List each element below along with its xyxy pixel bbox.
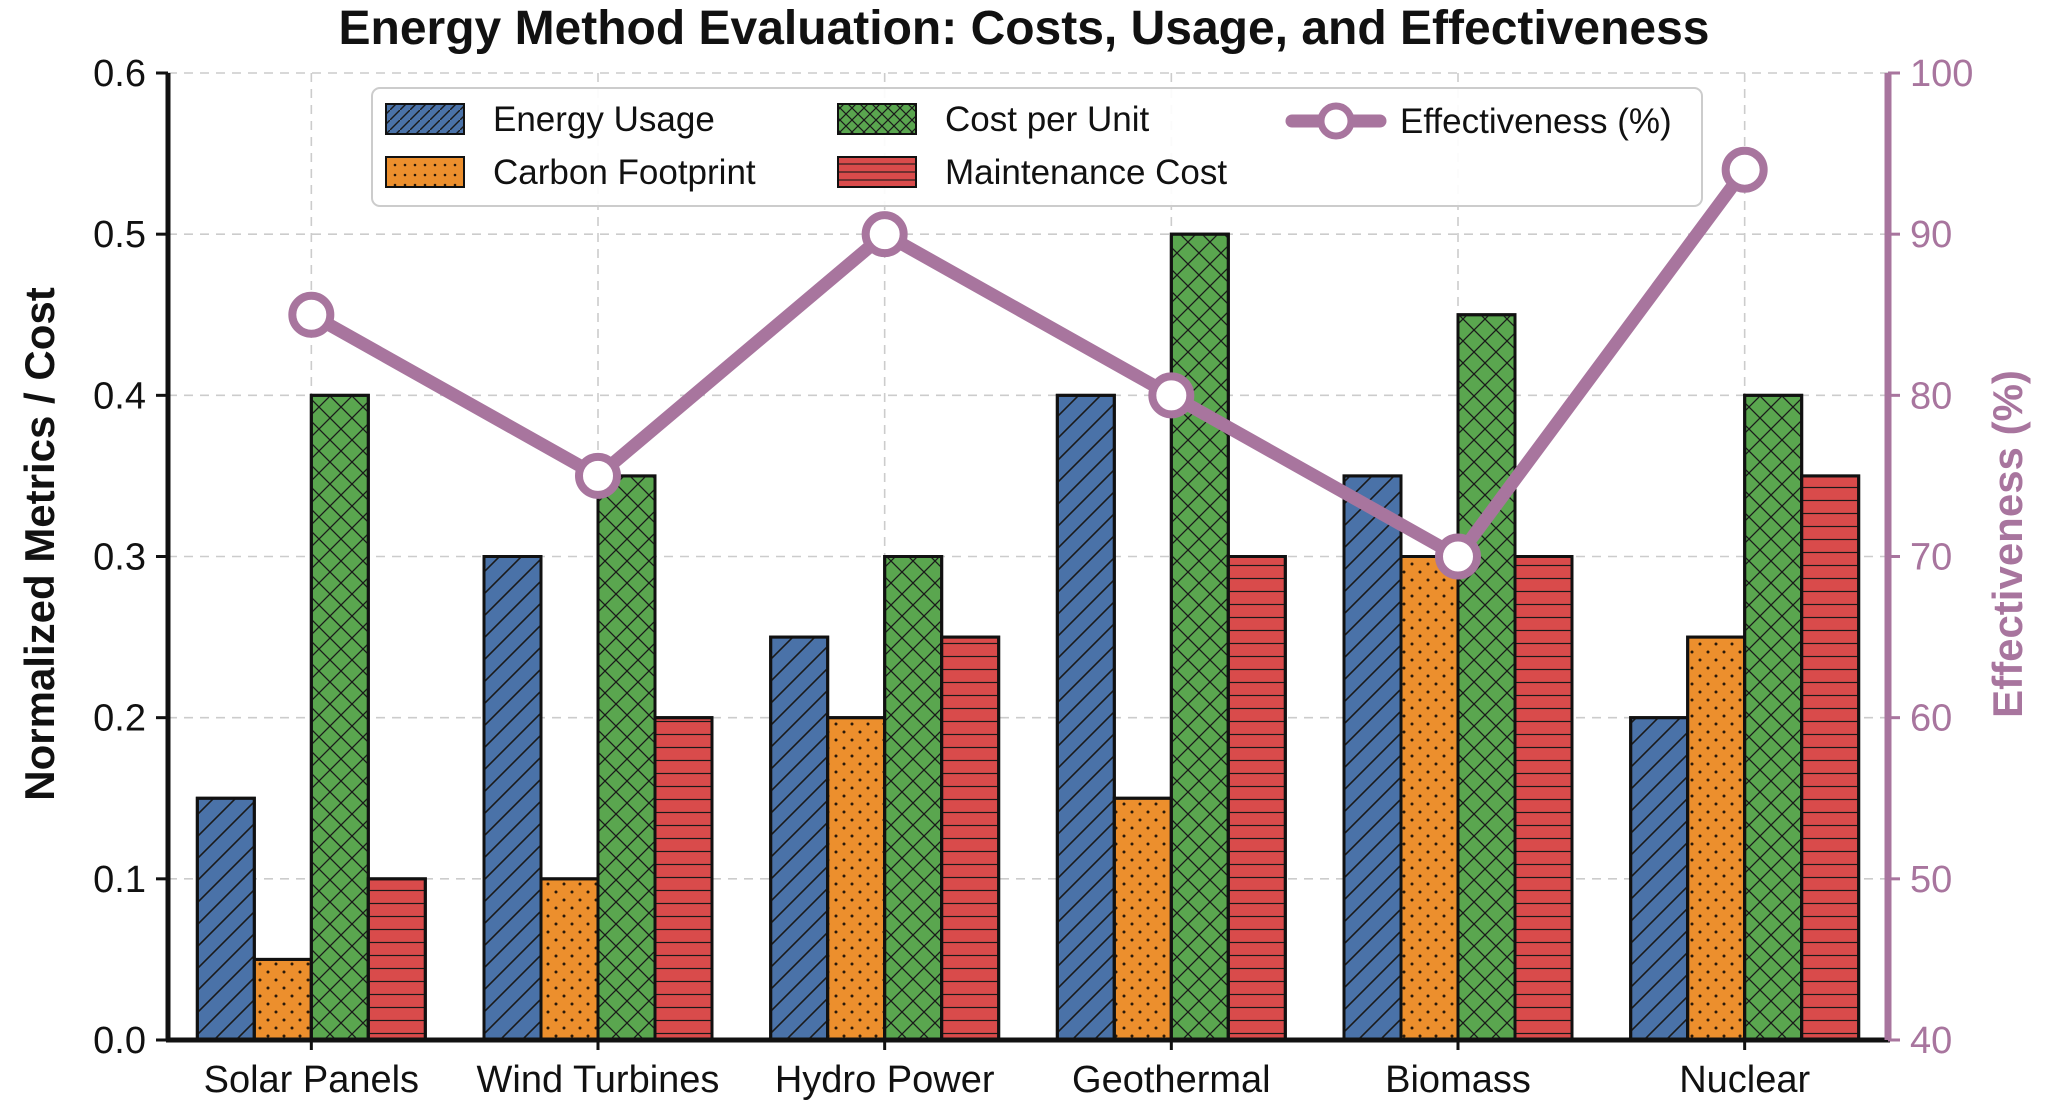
y2-axis-label: Effectiveness (%) xyxy=(1984,370,2031,718)
x-tick-label: Biomass xyxy=(1385,1059,1531,1101)
bar-pattern-carbon-footprint-2 xyxy=(826,716,887,1042)
y2-tick-label: 100 xyxy=(1910,53,1973,95)
legend: Energy Usage Cost per Unit Carbon Footprin… xyxy=(371,87,1703,207)
legend-label-cost-per-unit: Cost per Unit xyxy=(945,100,1150,139)
y-tick-label: 0.6 xyxy=(93,53,146,95)
bar-pattern-cost-per-unit-5 xyxy=(1743,393,1804,1042)
x-tick-label: Hydro Power xyxy=(775,1059,995,1101)
axes-layer: 0.0 0.1 0.2 0.3 0.4 0.5 0.6 40 50 60 70 80 90 100 Sola… xyxy=(93,53,1973,1101)
legend-label-effectiveness: Effectiveness (%) xyxy=(1400,102,1672,141)
y-tick-label: 0.4 xyxy=(93,375,146,417)
bar-pattern-maintenance-cost-1 xyxy=(653,716,714,1042)
bar-pattern-maintenance-cost-0 xyxy=(366,877,427,1042)
x-tick-label: Geothermal xyxy=(1072,1059,1271,1101)
effectiveness-point-1 xyxy=(575,452,621,499)
bar-pattern-carbon-footprint-4 xyxy=(1399,555,1460,1042)
bar-pattern-carbon-footprint-1 xyxy=(539,877,600,1042)
y2-tick-label: 70 xyxy=(1910,537,1952,579)
y-tick-label: 0.1 xyxy=(93,859,146,901)
x-tick-label: Solar Panels xyxy=(204,1059,419,1101)
bar-pattern-energy-usage-4 xyxy=(1342,474,1403,1042)
bar-pattern-maintenance-cost-4 xyxy=(1513,555,1574,1042)
legend-label-carbon-footprint: Carbon Footprint xyxy=(493,153,756,192)
y-tick-label: 0.5 xyxy=(93,214,146,256)
x-tick-label: Nuclear xyxy=(1679,1059,1810,1101)
legend-swatch-pattern-energy-usage xyxy=(385,103,465,135)
bar-pattern-cost-per-unit-0 xyxy=(309,393,370,1042)
x-tick-label: Wind Turbines xyxy=(477,1059,720,1101)
y-tick-label: 0.2 xyxy=(93,698,146,740)
bar-pattern-energy-usage-0 xyxy=(195,796,256,1042)
bar-pattern-carbon-footprint-0 xyxy=(252,957,313,1042)
legend-marker-effectiveness xyxy=(1317,102,1355,140)
bar-pattern-cost-per-unit-4 xyxy=(1456,313,1517,1042)
bar-pattern-maintenance-cost-3 xyxy=(1226,555,1287,1042)
y2-tick-label: 60 xyxy=(1910,698,1952,740)
bar-pattern-carbon-footprint-3 xyxy=(1112,796,1173,1042)
bar-pattern-maintenance-cost-2 xyxy=(940,635,1001,1042)
chart-title: Energy Method Evaluation: Costs, Usage, … xyxy=(339,2,1710,55)
y2-tick-label: 40 xyxy=(1910,1020,1952,1062)
bar-pattern-energy-usage-5 xyxy=(1629,716,1690,1042)
legend-swatch-pattern-cost-per-unit xyxy=(837,103,917,135)
line-layer xyxy=(288,146,1768,580)
bar-pattern-carbon-footprint-5 xyxy=(1686,635,1747,1042)
y-tick-label: 0.3 xyxy=(93,537,146,579)
effectiveness-point-2 xyxy=(861,211,908,258)
bar-pattern-energy-usage-2 xyxy=(769,635,830,1042)
y-axis-label: Normalized Metrics / Cost xyxy=(16,287,63,800)
effectiveness-line xyxy=(304,163,1752,563)
legend-label-energy-usage: Energy Usage xyxy=(493,100,715,139)
bar-pattern-cost-per-unit-3 xyxy=(1169,232,1230,1042)
legend-swatch-pattern-carbon-footprint xyxy=(385,156,465,188)
bar-pattern-cost-per-unit-2 xyxy=(883,555,944,1042)
bar-pattern-maintenance-cost-5 xyxy=(1800,474,1861,1042)
bars-layer xyxy=(195,232,1861,1042)
bar-pattern-energy-usage-3 xyxy=(1055,393,1116,1042)
y-tick-label: 0.0 xyxy=(93,1020,146,1062)
legend-swatch-pattern-maintenance-cost xyxy=(837,156,917,188)
y2-tick-label: 50 xyxy=(1910,859,1952,901)
bar-pattern-energy-usage-1 xyxy=(482,555,543,1042)
bar-pattern-cost-per-unit-1 xyxy=(596,474,657,1042)
effectiveness-point-5 xyxy=(1721,146,1768,193)
effectiveness-point-0 xyxy=(288,291,335,338)
y2-tick-label: 80 xyxy=(1910,375,1952,417)
effectiveness-point-3 xyxy=(1148,372,1195,419)
effectiveness-point-4 xyxy=(1435,533,1481,580)
legend-label-maintenance-cost: Maintenance Cost xyxy=(945,153,1227,192)
y2-tick-label: 90 xyxy=(1910,214,1952,256)
